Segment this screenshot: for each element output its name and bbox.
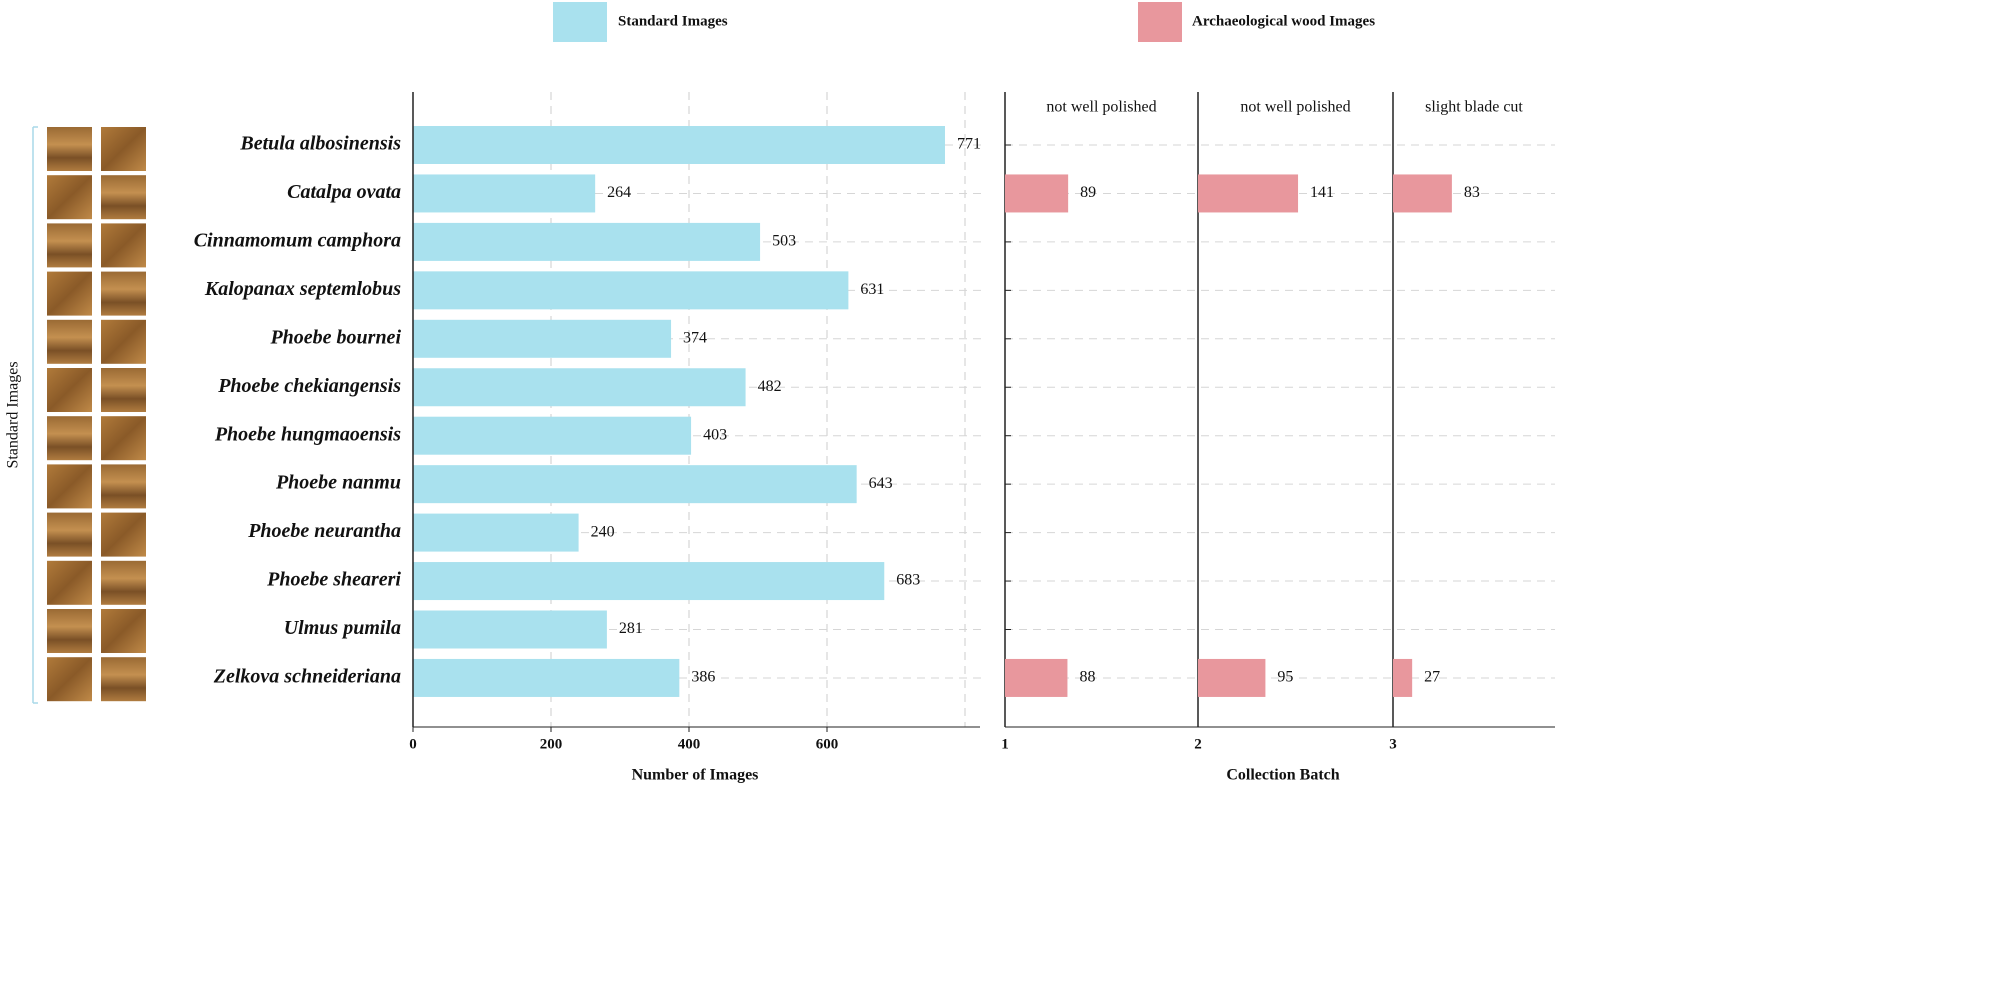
x-tick-label: 600 — [816, 736, 839, 752]
thumbnail — [101, 368, 146, 412]
legend-label: Archaeological wood Images — [1192, 13, 1375, 29]
bar — [413, 610, 607, 649]
category-label: Phoebe sheareri — [266, 569, 401, 591]
bar — [413, 368, 746, 407]
thumbnail — [101, 657, 146, 702]
value-label: 386 — [691, 669, 715, 686]
thumbnail — [47, 175, 92, 220]
category-label: Betula albosinensis — [239, 133, 401, 155]
value-label: 264 — [607, 184, 631, 201]
thumbnail — [101, 319, 146, 364]
value-label: 27 — [1424, 669, 1440, 686]
x-tick-label: 1 — [1001, 736, 1009, 752]
panel-note: slight blade cut — [1425, 99, 1523, 116]
thumbnail — [101, 271, 146, 316]
thumbnail — [101, 609, 146, 653]
thumbnail — [47, 657, 92, 702]
panel-note: not well polished — [1240, 99, 1350, 116]
bar — [1198, 658, 1266, 697]
thumbnail — [47, 127, 92, 171]
thumbnail — [47, 512, 92, 557]
category-label: Phoebe nanmu — [275, 472, 401, 494]
category-label: Phoebe hungmaoensis — [214, 423, 401, 445]
category-label: Kalopanax septemlobus — [204, 278, 401, 300]
value-label: 88 — [1079, 669, 1095, 686]
bar — [413, 416, 692, 455]
bar — [1005, 174, 1069, 213]
bar — [413, 465, 857, 504]
bar — [413, 126, 945, 164]
side-label: Standard Images — [5, 361, 22, 468]
bar — [1393, 174, 1452, 213]
value-label: 374 — [683, 329, 707, 346]
bar — [413, 222, 761, 261]
thumbnail — [47, 464, 92, 509]
thumbnail — [47, 416, 92, 461]
value-label: 643 — [869, 475, 893, 492]
bar — [1198, 174, 1299, 213]
value-label: 683 — [896, 572, 920, 589]
legend-swatch — [553, 2, 607, 42]
bar — [413, 658, 680, 697]
x-axis-label: Number of Images — [632, 767, 759, 784]
x-tick-label: 200 — [540, 736, 563, 752]
value-label: 771 — [957, 136, 981, 153]
category-label: Phoebe neurantha — [247, 520, 401, 542]
thumbnail — [101, 512, 146, 557]
bar — [413, 174, 596, 213]
value-label: 503 — [772, 233, 796, 250]
thumbnail — [101, 175, 146, 220]
category-label: Ulmus pumila — [284, 617, 401, 639]
x-tick-label: 0 — [409, 736, 417, 752]
thumbnail — [47, 560, 92, 605]
bar — [413, 319, 672, 358]
x-tick-label: 400 — [678, 736, 701, 752]
bar — [1005, 658, 1068, 697]
value-label: 281 — [619, 620, 643, 637]
thumbnail — [101, 416, 146, 461]
value-label: 83 — [1464, 184, 1480, 201]
bar — [413, 562, 885, 601]
value-label: 95 — [1277, 669, 1293, 686]
legend-label: Standard Images — [618, 13, 728, 29]
bar — [413, 271, 849, 310]
thumbnail — [47, 223, 92, 268]
thumbnail — [47, 319, 92, 364]
bar — [413, 513, 579, 552]
category-label: Catalpa ovata — [287, 181, 401, 203]
legend-swatch — [1138, 2, 1182, 42]
category-label: Cinnamomum camphora — [194, 229, 401, 251]
thumbnail — [47, 368, 92, 412]
x-tick-label: 2 — [1194, 736, 1202, 752]
value-label: 141 — [1310, 184, 1334, 201]
category-label: Phoebe bournei — [269, 326, 401, 348]
category-label: Phoebe chekiangensis — [217, 375, 401, 397]
category-label: Zelkova schneideriana — [213, 666, 401, 688]
thumbnails — [47, 127, 146, 702]
x-axis-label: Collection Batch — [1226, 767, 1339, 784]
panel-note: not well polished — [1046, 99, 1156, 116]
value-label: 403 — [703, 426, 727, 443]
thumbnail — [101, 127, 146, 171]
thumbnail — [101, 223, 146, 268]
value-label: 89 — [1080, 184, 1096, 201]
bar — [1393, 658, 1413, 697]
thumbnail — [47, 609, 92, 653]
thumbnail — [101, 560, 146, 605]
value-label: 240 — [591, 523, 615, 540]
value-label: 482 — [758, 378, 782, 395]
value-label: 631 — [860, 281, 884, 298]
thumbnail — [47, 271, 92, 316]
x-tick-label: 3 — [1389, 736, 1397, 752]
thumbnail — [101, 464, 146, 509]
